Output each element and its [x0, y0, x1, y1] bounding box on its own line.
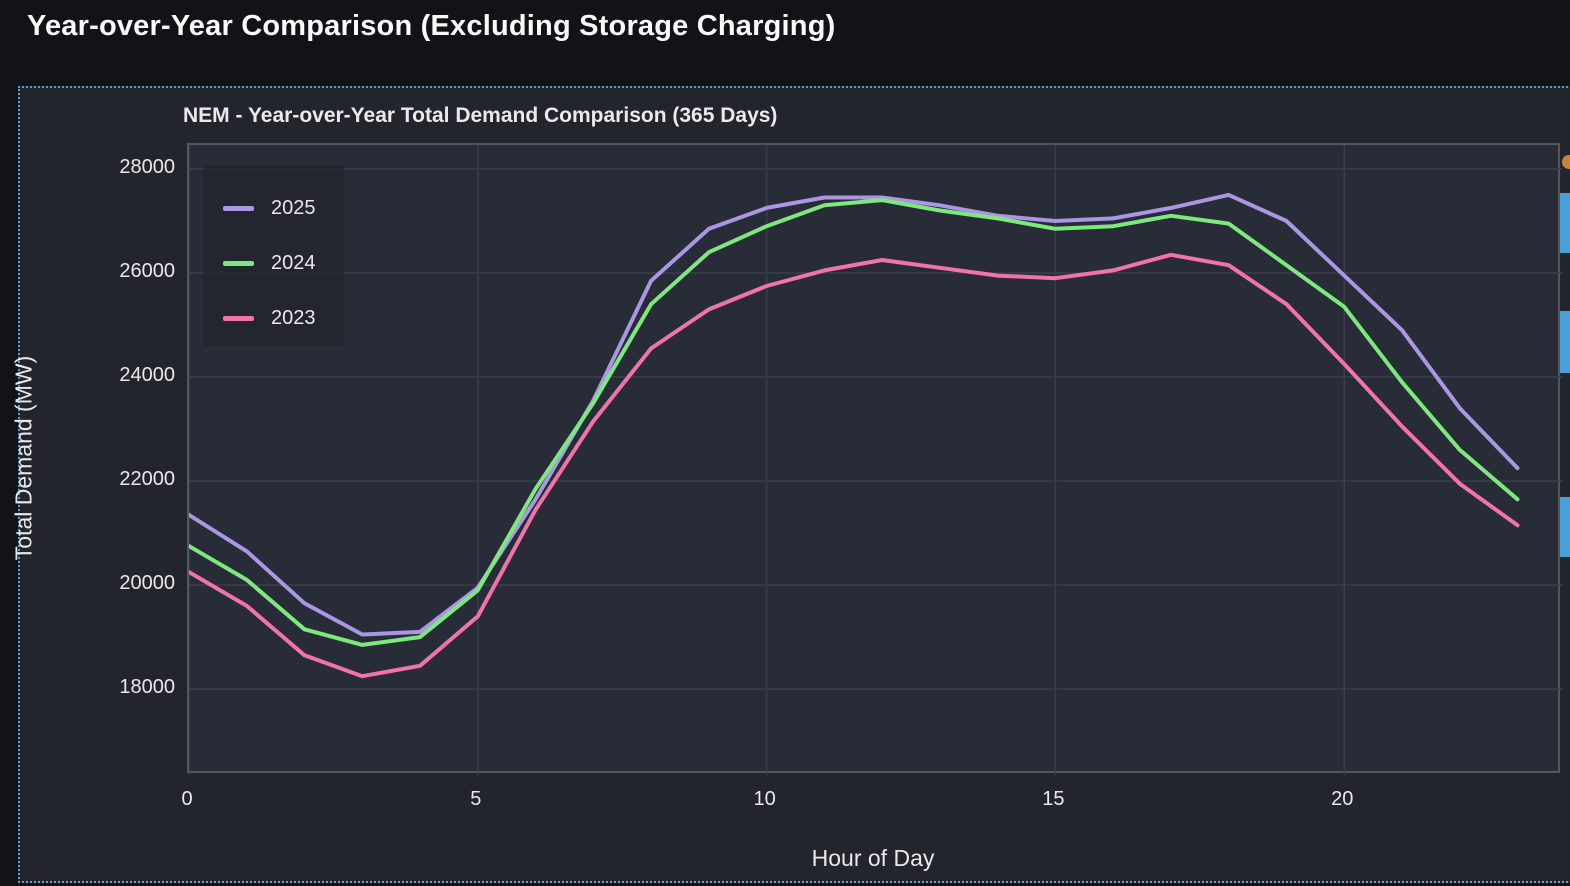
x-tick-label: 5 — [470, 788, 482, 810]
clipped-blue-bar-fragment — [1560, 311, 1570, 373]
y-tick-label: 22000 — [119, 468, 175, 491]
y-tick-label: 24000 — [119, 364, 175, 387]
x-tick-label: 20 — [1331, 788, 1354, 810]
x-tick-label: 15 — [1042, 788, 1065, 810]
legend-swatch-2024 — [223, 261, 254, 266]
clipped-orange-marker-fragment — [1562, 155, 1570, 169]
y-axis-title: Total Demand (MW) — [10, 355, 37, 561]
legend-item-2024[interactable]: 2024 — [203, 236, 344, 291]
chart-title: NEM - Year-over-Year Total Demand Compar… — [183, 104, 778, 127]
series-line-2025[interactable] — [189, 192, 1520, 637]
legend-swatch-2023 — [223, 316, 254, 321]
legend-swatch-2025 — [223, 206, 254, 211]
legend: 2025 2024 2023 — [203, 165, 344, 346]
clipped-blue-bar-fragment — [1560, 497, 1570, 557]
legend-label: 2024 — [271, 252, 316, 274]
legend-item-2023[interactable]: 2023 — [203, 291, 344, 346]
legend-label: 2023 — [271, 307, 316, 329]
plot-canvas[interactable] — [189, 145, 1562, 775]
series-line-2024[interactable] — [189, 198, 1520, 647]
x-axis-title: Hour of Day — [811, 845, 935, 871]
series-line-2023[interactable] — [189, 252, 1520, 679]
clipped-blue-bar-fragment — [1560, 193, 1570, 253]
page-title: Year-over-Year Comparison (Excluding Sto… — [27, 10, 836, 42]
legend-item-2025[interactable]: 2025 — [203, 181, 344, 236]
legend-label: 2025 — [271, 197, 316, 219]
plot-area[interactable] — [187, 143, 1562, 775]
x-tick-label: 10 — [753, 788, 776, 810]
y-tick-label: 26000 — [119, 259, 175, 282]
y-tick-label: 28000 — [119, 155, 175, 178]
y-tick-label: 20000 — [119, 572, 175, 595]
x-tick-label: 0 — [181, 788, 193, 810]
y-tick-label: 18000 — [119, 676, 175, 699]
